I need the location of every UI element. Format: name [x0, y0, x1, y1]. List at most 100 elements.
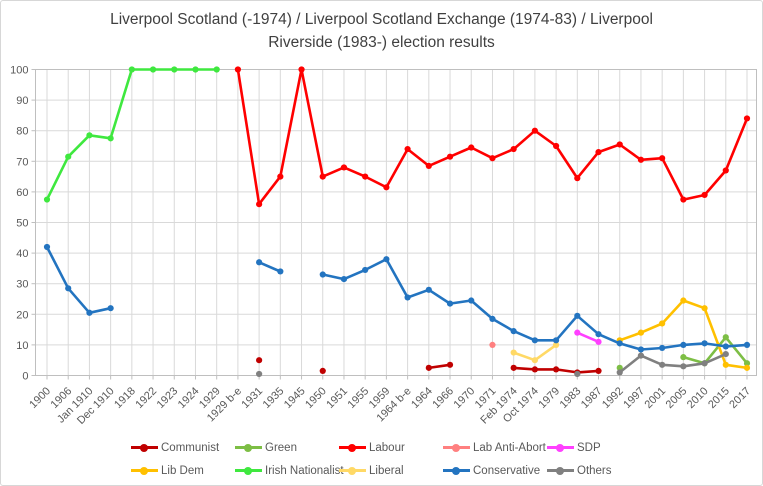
- point-others-25: [574, 370, 581, 378]
- y-tick-label: 90: [16, 95, 28, 107]
- point-labour-30: [680, 196, 687, 203]
- x-tick-label: 1923: [155, 385, 181, 411]
- point-conservative-0: [43, 243, 51, 251]
- legend-label-conservative: Conservative: [473, 464, 541, 477]
- point-labour-33: [743, 115, 751, 122]
- x-tick-label: 1964: [409, 385, 435, 411]
- point-others-30: [680, 363, 687, 370]
- legend-label-irish-nationalist: Irish Nationalist: [265, 464, 344, 477]
- point-lib-dem-33: [743, 364, 751, 371]
- point-conservative-2: [86, 309, 93, 316]
- legend-item-lab-anti-abort: Lab Anti-Abort: [443, 442, 547, 454]
- x-tick-label: 1945: [282, 385, 308, 411]
- legend-dot-others: [556, 466, 564, 475]
- x-tick-label: 1970: [452, 385, 478, 411]
- point-conservative-27: [616, 340, 623, 347]
- chart-title: Liverpool Scotland (-1974) / Liverpool S…: [0, 8, 763, 54]
- point-labour-11: [277, 173, 284, 180]
- series-line-sdp: [576, 331, 600, 344]
- series-line-conservative: [257, 261, 282, 273]
- point-liberal-22: [510, 349, 517, 356]
- x-tick-label: 2010: [685, 385, 711, 411]
- point-conservative-22: [510, 328, 517, 335]
- point-labour-24: [552, 142, 560, 150]
- point-irish-nationalist-1: [65, 153, 72, 160]
- y-tick-label: 40: [16, 248, 28, 260]
- point-communist-13: [319, 367, 326, 375]
- series-line-others: [618, 352, 728, 374]
- point-labour-23: [531, 127, 538, 134]
- point-others-10: [256, 370, 263, 378]
- legend-dot-lib-dem: [140, 466, 148, 475]
- legend-item-others: Others: [547, 465, 651, 477]
- point-irish-nationalist-6: [171, 66, 178, 73]
- point-conservative-33: [743, 341, 751, 348]
- legend-dot-irish-nationalist: [244, 466, 252, 475]
- legend-dot-labour: [348, 443, 356, 452]
- point-conservative-26: [595, 331, 602, 338]
- point-communist-19: [446, 361, 454, 368]
- point-sdp-25: [574, 329, 581, 336]
- point-green-33: [743, 360, 751, 367]
- point-labour-9: [234, 66, 242, 73]
- legend-dot-liberal: [348, 466, 356, 475]
- point-conservative-20: [468, 297, 475, 304]
- legend-marker-lib-dem: [131, 466, 158, 475]
- point-lab-anti-abort-21: [489, 341, 496, 348]
- legend-marker-sdp: [547, 443, 574, 452]
- point-lib-dem-32: [722, 361, 729, 368]
- x-tick-label: 1983: [558, 385, 584, 411]
- legend-item-conservative: Conservative: [443, 465, 547, 477]
- point-conservative-25: [574, 312, 581, 319]
- point-others-29: [659, 361, 666, 368]
- point-irish-nationalist-8: [213, 66, 220, 73]
- legend-marker-conservative: [443, 466, 470, 475]
- point-conservative-1: [65, 285, 72, 292]
- legend-label-others: Others: [577, 464, 612, 477]
- legend-marker-others: [547, 466, 574, 475]
- point-lib-dem-31: [701, 305, 708, 312]
- point-lib-dem-28: [637, 329, 645, 336]
- y-tick-label: 0: [22, 371, 28, 383]
- x-tick-label: 2005: [664, 385, 690, 411]
- point-conservative-31: [701, 340, 708, 347]
- point-labour-10: [256, 201, 263, 208]
- legend-dot-sdp: [556, 443, 564, 452]
- legend-dot-communist: [140, 443, 148, 452]
- y-tick-label: 60: [16, 187, 28, 199]
- legend-label-liberal: Liberal: [369, 464, 404, 477]
- point-conservative-19: [446, 300, 454, 307]
- point-conservative-23: [531, 337, 538, 344]
- point-others-31: [701, 360, 708, 367]
- point-green-30: [680, 354, 687, 361]
- point-conservative-24: [552, 337, 560, 344]
- point-irish-nationalist-4: [128, 66, 135, 73]
- point-conservative-32: [722, 343, 729, 350]
- point-conservative-21: [489, 315, 496, 322]
- point-conservative-11: [277, 268, 284, 275]
- point-labour-32: [722, 167, 729, 174]
- point-labour-27: [616, 141, 623, 148]
- point-labour-29: [659, 155, 666, 162]
- legend-item-labour: Labour: [339, 442, 443, 454]
- legend-dot-conservative: [452, 466, 460, 475]
- point-conservative-16: [383, 256, 390, 263]
- legend-row-1: Communist Green Labour Lab Anti-Abort SDP: [131, 436, 651, 459]
- y-tick-label: 50: [16, 218, 28, 230]
- x-tick-label: 2015: [706, 385, 732, 411]
- x-tick-label: 1992: [600, 385, 626, 411]
- point-labour-21: [489, 155, 496, 162]
- legend-marker-green: [235, 443, 262, 452]
- point-liberal-23: [531, 357, 538, 364]
- point-conservative-13: [319, 271, 326, 278]
- point-labour-22: [510, 145, 517, 153]
- point-labour-31: [701, 191, 708, 199]
- point-irish-nationalist-3: [107, 135, 114, 142]
- point-communist-22: [510, 364, 517, 371]
- point-labour-14: [340, 164, 348, 171]
- legend-item-green: Green: [235, 442, 339, 454]
- y-tick-label: 100: [10, 65, 28, 77]
- x-tick-label: 1997: [621, 385, 647, 411]
- legend-label-green: Green: [265, 441, 297, 454]
- x-tick-label: 1966: [430, 385, 456, 411]
